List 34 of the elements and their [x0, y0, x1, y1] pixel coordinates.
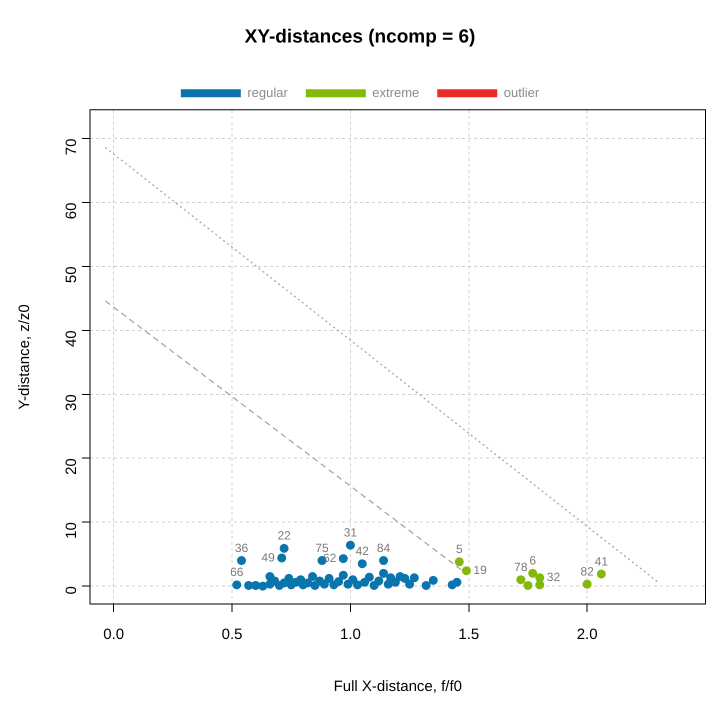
legend-label: outlier [504, 84, 540, 100]
y-tick-label: 60 [63, 202, 80, 220]
x-tick-label: 0.0 [103, 626, 124, 644]
annotation: 49 [261, 550, 276, 564]
y-tick-label: 70 [63, 138, 80, 156]
annotation: 32 [546, 570, 560, 584]
annotation: 19 [473, 563, 488, 578]
legend-label: regular [247, 84, 288, 100]
annotation: 5 [456, 542, 463, 556]
y-tick-label: 20 [63, 458, 80, 475]
annotation: 84 [376, 540, 391, 555]
annotation: 41 [594, 554, 608, 568]
annotation: 42 [356, 544, 370, 558]
annotation: 82 [580, 564, 594, 578]
y-tick-label: 10 [63, 522, 80, 539]
y-axis-title: Y-distance, z/z0 [16, 304, 34, 410]
chart-title: XY-distances (ncomp = 6) [244, 26, 476, 48]
legend-label: extreme [372, 84, 420, 100]
annotation: 78 [514, 560, 528, 574]
annotation: 6 [529, 554, 536, 568]
x-tick-label: 1.0 [340, 626, 361, 644]
annotation: 36 [234, 540, 249, 555]
annotation: 75 [315, 540, 329, 555]
y-tick-label: 30 [63, 394, 80, 411]
y-tick-label: 40 [63, 330, 80, 348]
x-tick-label: 1.5 [458, 626, 480, 644]
annotation: 31 [344, 525, 358, 540]
y-tick-label: 50 [63, 266, 80, 284]
annotation: 22 [277, 528, 292, 543]
x-axis-title: Full X-distance, f/f0 [334, 678, 462, 696]
x-tick-label: 2.0 [576, 626, 598, 644]
x-tick-label: 0.5 [222, 626, 242, 644]
y-tick-label: 0 [63, 586, 80, 594]
annotation: 66 [230, 565, 244, 580]
